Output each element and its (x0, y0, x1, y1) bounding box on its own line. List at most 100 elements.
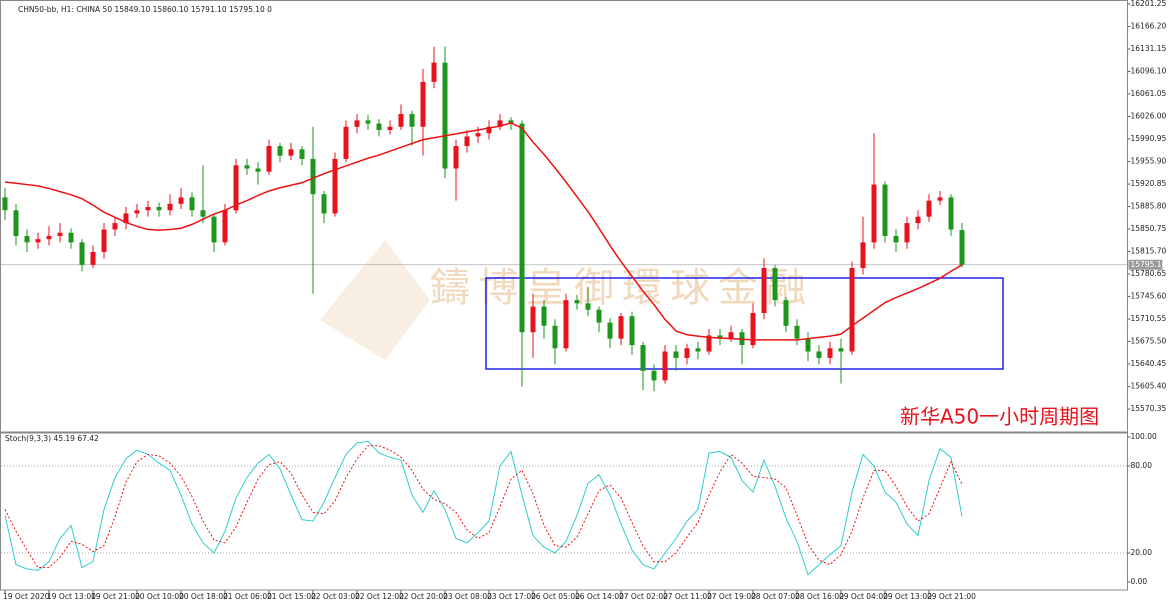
candle-body (563, 300, 569, 349)
y-tick-label: 16201.25 (1131, 0, 1167, 8)
y-tick-label: 15850.75 (1131, 224, 1167, 233)
candle-body (464, 136, 470, 147)
candle-body (431, 62, 437, 82)
annotation-background (896, 403, 1127, 431)
candle-body (255, 168, 261, 172)
x-tick-label: 28 Oct 07:00 (751, 592, 800, 601)
x-tick-label: 21 Oct 06:00 (223, 592, 272, 601)
candle-body (453, 146, 459, 169)
x-tick-label: 27 Oct 19:00 (707, 592, 756, 601)
candle-body (2, 197, 8, 211)
candle-body (310, 158, 316, 195)
moving-average (4, 122, 963, 341)
x-tick-label: 20 Oct 18:00 (179, 592, 228, 601)
x-tick-label: 29 Oct 21:00 (927, 592, 976, 601)
y-tick-label: 15570.35 (1131, 404, 1167, 413)
candle-body (673, 351, 679, 358)
y-tick-label: 15990.95 (1131, 134, 1167, 143)
candle-body (332, 158, 338, 214)
candle-body (640, 345, 646, 371)
x-tick-label: 19 Oct 21:00 (91, 592, 140, 601)
candle-body (827, 348, 833, 358)
x-tick-label: 29 Oct 04:00 (839, 592, 888, 601)
candle-body (904, 223, 910, 243)
candle-body (486, 126, 492, 134)
candle-body (112, 223, 118, 230)
candle-body (926, 200, 932, 217)
chart-title: CHN50-bb, H1: CHINA 50 15849.10 15860.10… (18, 5, 272, 14)
candle-body (189, 197, 195, 211)
candle-body (695, 348, 701, 352)
candle-body (57, 232, 63, 236)
candle-body (552, 325, 558, 349)
candle-body (882, 184, 888, 236)
x-tick-label: 26 Oct 14:00 (575, 592, 624, 601)
candle-body (915, 216, 921, 224)
candle-body (475, 133, 481, 137)
y-tick-label: 16096.10 (1131, 67, 1167, 76)
candle-body (68, 232, 74, 243)
candle-body (871, 184, 877, 243)
y-tick-label: 15745.60 (1131, 292, 1167, 301)
y-tick-label: 15640.45 (1131, 359, 1167, 368)
x-tick-label: 29 Oct 13:00 (883, 592, 932, 601)
y-tick-label: 15710.55 (1131, 314, 1167, 323)
candle-body (211, 216, 217, 243)
candle-body (717, 335, 723, 339)
candle-body (937, 197, 943, 201)
candle-body (728, 332, 734, 339)
candle-body (123, 213, 129, 224)
candle-body (156, 207, 162, 211)
candle-body (288, 149, 294, 156)
range-box (485, 277, 1004, 370)
candle-body (24, 235, 30, 243)
candle-body (299, 149, 305, 159)
x-tick-label: 27 Oct 11:00 (663, 592, 712, 601)
x-tick-label: 26 Oct 05:00 (531, 592, 580, 601)
y-tick-label: 15815.70 (1131, 247, 1167, 256)
candle-body (959, 230, 965, 265)
candle-body (134, 210, 140, 214)
candle-body (893, 235, 899, 243)
candle-body (849, 268, 855, 352)
y-tick-label: 15675.50 (1131, 337, 1167, 346)
candle-body (684, 348, 690, 358)
x-tick-label: 20 Oct 10:00 (135, 592, 184, 601)
candle-body (13, 210, 19, 236)
candle-body (387, 126, 393, 130)
candle-body (772, 268, 778, 301)
candle-body (35, 239, 41, 243)
y-tick-label: 16166.20 (1131, 22, 1167, 31)
candle-body (277, 146, 283, 156)
candle-body (442, 62, 448, 169)
stoch-y-tick-label: 80.00 (1131, 461, 1153, 470)
candle-body (761, 268, 767, 313)
candle-body (398, 113, 404, 127)
candle-body (233, 165, 239, 211)
candle-body (574, 300, 580, 304)
last-price-label: 15795.10 (1131, 260, 1167, 269)
stoch-y-tick-label: 100.00 (1131, 432, 1157, 441)
candle-body (46, 235, 52, 240)
stoch-panel (0, 432, 1128, 591)
candle-body (376, 123, 382, 130)
candle-body (607, 322, 613, 339)
candle-body (629, 316, 635, 346)
candle-body (222, 210, 228, 243)
candle-body (618, 316, 624, 339)
candle-body (860, 242, 866, 269)
y-tick-label: 15885.80 (1131, 202, 1167, 211)
x-tick-label: 22 Oct 03:00 (311, 592, 360, 601)
x-tick-label: 27 Oct 02:00 (619, 592, 668, 601)
candle-body (266, 146, 272, 172)
x-tick-label: 22 Oct 12:00 (355, 592, 404, 601)
annotation: 新华A50一小时周期图 (900, 405, 1099, 429)
y-tick-label: 16026.00 (1131, 112, 1167, 121)
candle-body (948, 197, 954, 230)
candle-body (750, 312, 756, 346)
candle-body (145, 207, 151, 211)
watermark: 鑄博皇御環球金融 (430, 265, 814, 311)
